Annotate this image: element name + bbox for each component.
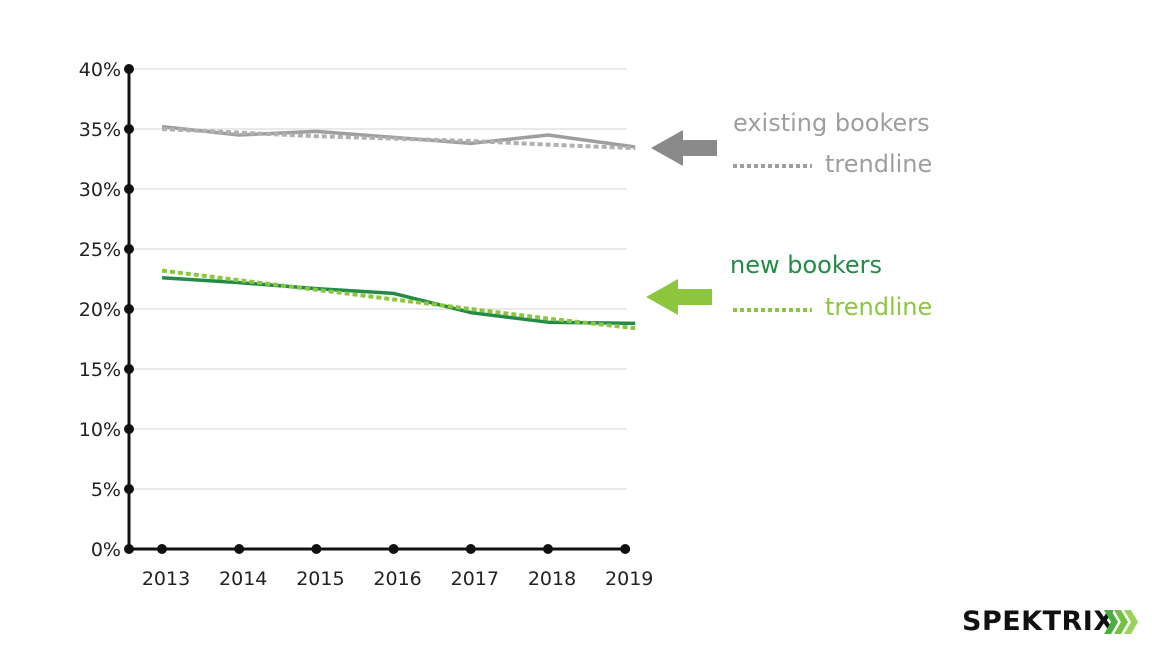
new-bookers-arrow-icon: [646, 279, 712, 315]
y-tick-dot: [124, 64, 134, 74]
y-tick-label: 0%: [91, 539, 121, 561]
new-bookers-line: [161, 276, 636, 326]
y-tick-dot: [124, 364, 134, 374]
x-tick-dot: [465, 544, 476, 554]
legend-arrows: [646, 130, 812, 315]
x-tick-label: 2014: [219, 568, 267, 590]
y-tick-dot: [124, 124, 134, 134]
legend-new-bookers: new bookers: [730, 251, 883, 279]
y-tick-label: 30%: [79, 179, 121, 201]
x-tick-dot: [620, 544, 631, 554]
y-tick-label: 5%: [91, 479, 121, 501]
x-tick-label: 2013: [142, 568, 190, 590]
grid-lines: [129, 68, 627, 490]
existing-bookers-arrow-icon: [651, 130, 717, 166]
y-tick-label: 35%: [79, 119, 121, 141]
x-tick-label: 2016: [373, 568, 421, 590]
series-lines: [161, 124, 636, 331]
tick-labels: 0% 5% 10% 15% 20% 25% 30% 35% 40% 2013 2014 2015 201…: [79, 59, 654, 590]
axes: [124, 64, 631, 554]
legend-new-trendline: trendline: [825, 293, 933, 321]
y-tick-dot: [124, 424, 134, 434]
y-tick-label: 20%: [79, 299, 121, 321]
x-tick-dot: [157, 544, 167, 554]
y-tick-dot: [124, 244, 134, 254]
y-tick-dot: [124, 184, 134, 194]
legend-existing-bookers: existing bookers: [733, 109, 930, 137]
y-tick-label: 40%: [79, 59, 121, 81]
y-tick-label: 15%: [79, 359, 121, 381]
x-tick-dot: [234, 544, 245, 554]
y-tick-dot: [124, 304, 134, 314]
x-tick-label: 2015: [296, 568, 344, 590]
spektrix-logo: SPEKTRIX: [962, 606, 1115, 637]
trendline-dashed-line: [161, 127, 636, 151]
y-tick-dot: [124, 544, 134, 554]
x-tick-dot: [388, 544, 399, 554]
trendline-dashed-line: [161, 268, 636, 331]
y-tick-label: 25%: [79, 239, 121, 261]
x-tick-label: 2018: [528, 568, 576, 590]
x-tick-label: 2019: [605, 568, 653, 590]
y-tick-label: 10%: [79, 419, 121, 441]
y-tick-dot: [124, 484, 134, 494]
x-tick-dot: [543, 544, 553, 554]
x-tick-label: 2017: [451, 568, 499, 590]
x-tick-dot: [311, 544, 322, 554]
legend-existing-trendline: trendline: [825, 150, 933, 178]
logo-chevrons-icon: [1104, 610, 1138, 634]
existing-bookers-line: [161, 124, 636, 149]
